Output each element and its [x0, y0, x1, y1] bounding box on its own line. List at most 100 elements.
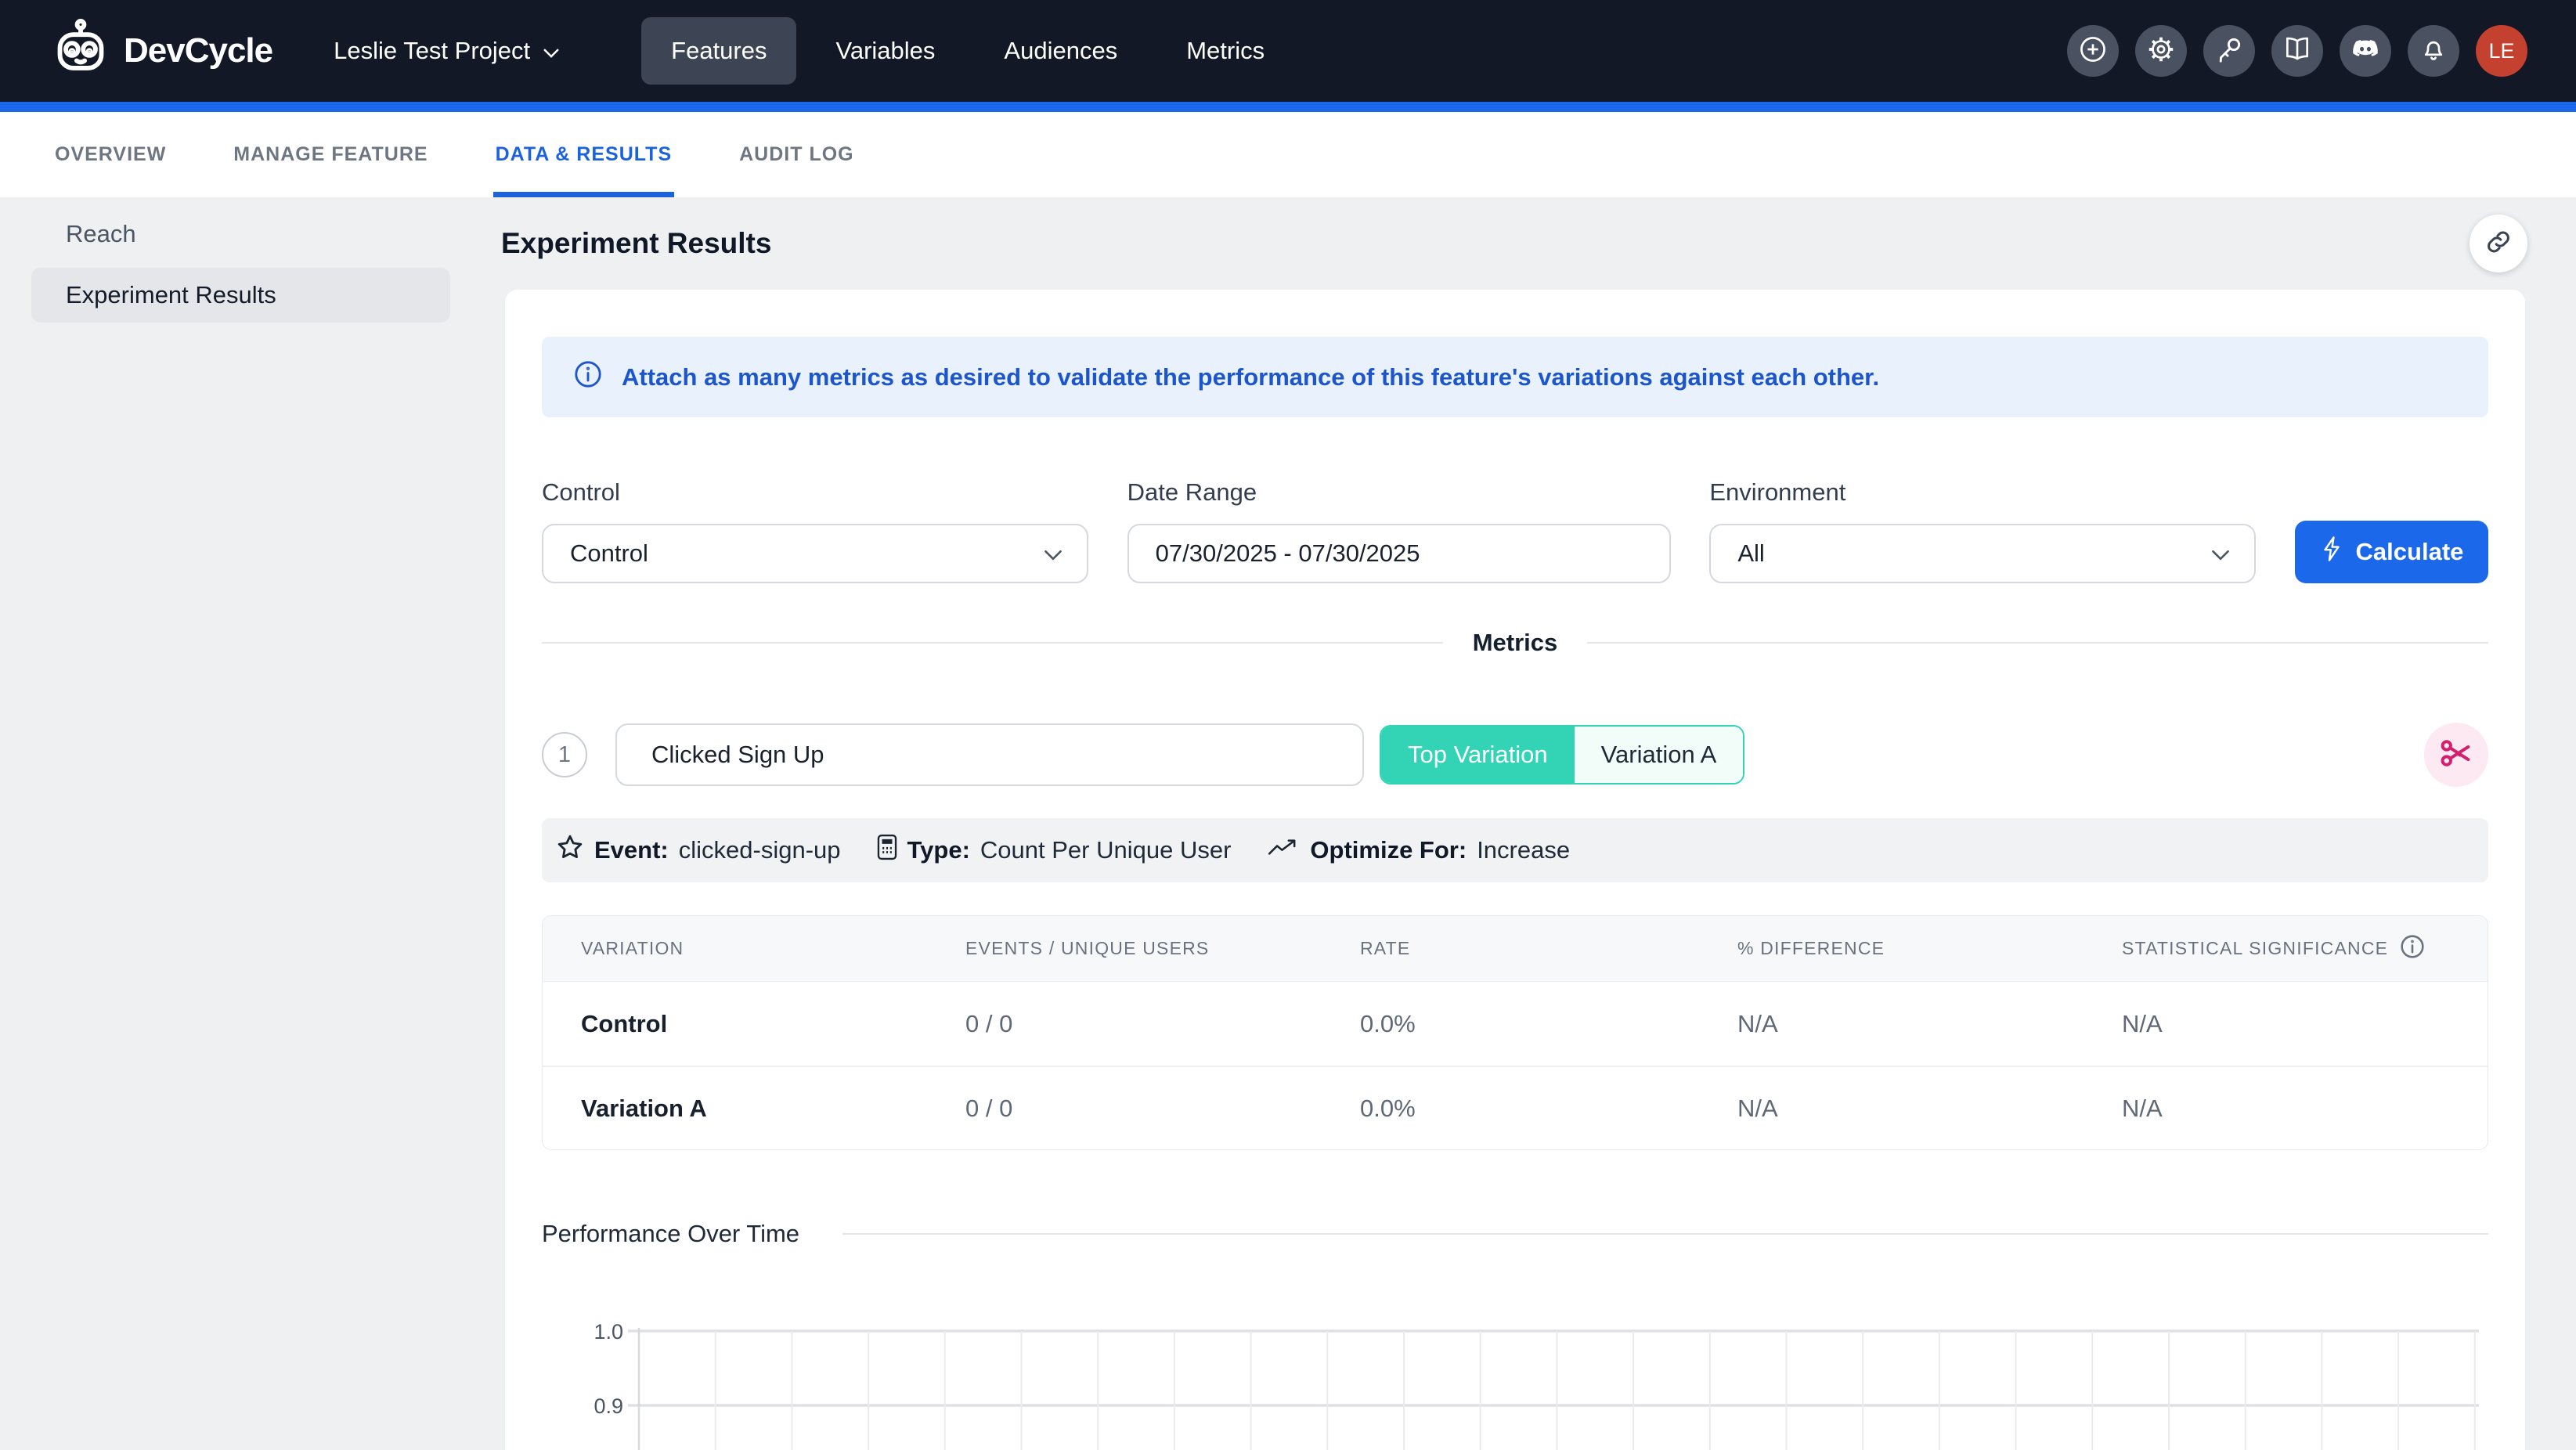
heading-divider-line [842, 1233, 2488, 1235]
row-significance: N/A [2122, 1094, 2163, 1122]
docs-button[interactable] [2271, 25, 2323, 77]
control-field: Control Control [542, 478, 1088, 583]
row-rate: 0.0% [1360, 1009, 1416, 1037]
divider-line [542, 642, 1443, 644]
discord-button[interactable] [2340, 25, 2391, 77]
discord-icon [2351, 34, 2380, 68]
remove-metric-button[interactable] [2424, 723, 2488, 787]
nav-actions: LE [2067, 25, 2527, 77]
optimize-value: Increase [1477, 836, 1571, 864]
toggle-top-variation[interactable]: Top Variation [1381, 727, 1575, 783]
project-name: Leslie Test Project [334, 37, 531, 64]
event-detail: Event: clicked-sign-up [556, 833, 841, 867]
experiment-results-card: Attach as many metrics as desired to val… [505, 290, 2525, 1450]
feature-tabbar: OVERVIEW MANAGE FEATURE DATA & RESULTS A… [0, 112, 2576, 197]
controls-row: Control Control Date Range 07/30/2025 - … [542, 478, 2488, 583]
nav-link-features[interactable]: Features [641, 17, 797, 85]
environment-label: Environment [1709, 478, 1846, 506]
tab-manage-feature[interactable]: MANAGE FEATURE [233, 143, 428, 165]
type-label: Type: [907, 836, 970, 864]
notifications-button[interactable] [2408, 25, 2459, 77]
control-value: Control [570, 539, 648, 567]
main-header: Experiment Results [454, 197, 2576, 290]
metric-detail-bar: Event: clicked-sign-up Type: Count Per U… [542, 818, 2488, 882]
event-value: clicked-sign-up [678, 836, 841, 864]
info-banner: Attach as many metrics as desired to val… [542, 337, 2488, 417]
metric-name: Clicked Sign Up [651, 741, 824, 768]
performance-chart: 1.0 0.9 [542, 1300, 2488, 1450]
results-table: VARIATION EVENTS / UNIQUE USERS RATE % D… [542, 915, 2488, 1150]
row-rate: 0.0% [1360, 1094, 1416, 1122]
event-label: Event: [594, 836, 669, 864]
main: Experiment Results Attach as many metric [454, 197, 2576, 1450]
chevron-down-icon [543, 37, 560, 65]
type-value: Count Per Unique User [980, 836, 1232, 864]
svg-text:1.0: 1.0 [593, 1320, 623, 1344]
tab-overview[interactable]: OVERVIEW [55, 143, 167, 165]
row-variation: Variation A [581, 1094, 707, 1122]
brand-name: DevCycle [124, 31, 273, 70]
date-range-field: Date Range 07/30/2025 - 07/30/2025 [1127, 478, 1671, 583]
nav-link-variables[interactable]: Variables [835, 37, 936, 64]
calculate-label: Calculate [2355, 538, 2464, 565]
col-difference: % DIFFERENCE [1737, 938, 1885, 958]
sidebar-item-reach[interactable]: Reach [66, 220, 136, 247]
trend-up-icon [1267, 836, 1300, 864]
divider-line [1587, 642, 2489, 644]
optimize-label: Optimize For: [1310, 836, 1467, 864]
metric-row: 1 Clicked Sign Up Top Variation Variatio… [542, 723, 2488, 787]
metric-name-select[interactable]: Clicked Sign Up [615, 723, 1364, 786]
nav-links: Features Variables Audiences Metrics [641, 17, 1294, 85]
optimize-detail: Optimize For: Increase [1267, 836, 1570, 864]
gear-icon [2146, 34, 2176, 68]
col-events: EVENTS / UNIQUE USERS [965, 938, 1210, 958]
col-significance: STATISTICAL SIGNIFICANCE [2122, 938, 2389, 958]
environment-value: All [1737, 539, 1765, 567]
performance-chart-svg: 1.0 0.9 [593, 1320, 2479, 1450]
performance-heading: Performance Over Time [542, 1220, 800, 1247]
accent-bar [0, 102, 2576, 112]
nav-link-metrics[interactable]: Metrics [1186, 37, 1265, 64]
environment-field: Environment All [1709, 478, 2257, 583]
toggle-variation-a[interactable]: Variation A [1574, 727, 1744, 783]
type-detail: Type: Count Per Unique User [877, 833, 1232, 867]
table-row: Control 0 / 0 0.0% N/A N/A [543, 982, 2488, 1066]
create-button[interactable] [2067, 25, 2119, 77]
row-significance: N/A [2122, 1009, 2163, 1037]
sidebar-item-experiment-results[interactable]: Experiment Results [31, 268, 450, 323]
date-range-label: Date Range [1127, 478, 1257, 506]
link-icon [2484, 227, 2513, 261]
banner-text: Attach as many metrics as desired to val… [622, 362, 1880, 391]
project-selector[interactable]: Leslie Test Project [334, 37, 560, 65]
copy-link-button[interactable] [2470, 215, 2527, 272]
control-select[interactable]: Control [542, 524, 1088, 583]
info-icon[interactable] [2399, 933, 2426, 965]
plus-circle-icon [2078, 34, 2108, 68]
col-variation: VARIATION [581, 938, 684, 958]
book-icon [2282, 34, 2312, 68]
sidebar: Reach Experiment Results [0, 197, 454, 1450]
tab-audit-log[interactable]: AUDIT LOG [739, 143, 854, 165]
brand[interactable]: DevCycle [49, 17, 273, 85]
metrics-divider-label: Metrics [1472, 629, 1558, 656]
user-avatar[interactable]: LE [2476, 25, 2527, 77]
row-events: 0 / 0 [965, 1094, 1013, 1122]
col-rate: RATE [1360, 938, 1411, 958]
calculate-button[interactable]: Calculate [2294, 521, 2488, 583]
calculator-icon [877, 833, 897, 867]
devcycle-robot-logo-icon [49, 17, 113, 85]
row-difference: N/A [1737, 1009, 1778, 1037]
variation-toggle: Top Variation Variation A [1380, 725, 1745, 785]
metric-index-badge: 1 [542, 732, 587, 777]
date-range-input[interactable]: 07/30/2025 - 07/30/2025 [1127, 524, 1671, 583]
content: Reach Experiment Results Experiment Resu… [0, 197, 2576, 1450]
page-title: Experiment Results [501, 227, 772, 259]
info-icon [573, 359, 603, 395]
bell-icon [2419, 34, 2448, 68]
tab-data-results[interactable]: DATA & RESULTS [493, 112, 675, 197]
nav-link-audiences[interactable]: Audiences [1004, 37, 1118, 64]
api-keys-button[interactable] [2203, 25, 2255, 77]
environment-select[interactable]: All [1709, 524, 2257, 583]
row-events: 0 / 0 [965, 1009, 1013, 1037]
settings-button[interactable] [2135, 25, 2187, 77]
